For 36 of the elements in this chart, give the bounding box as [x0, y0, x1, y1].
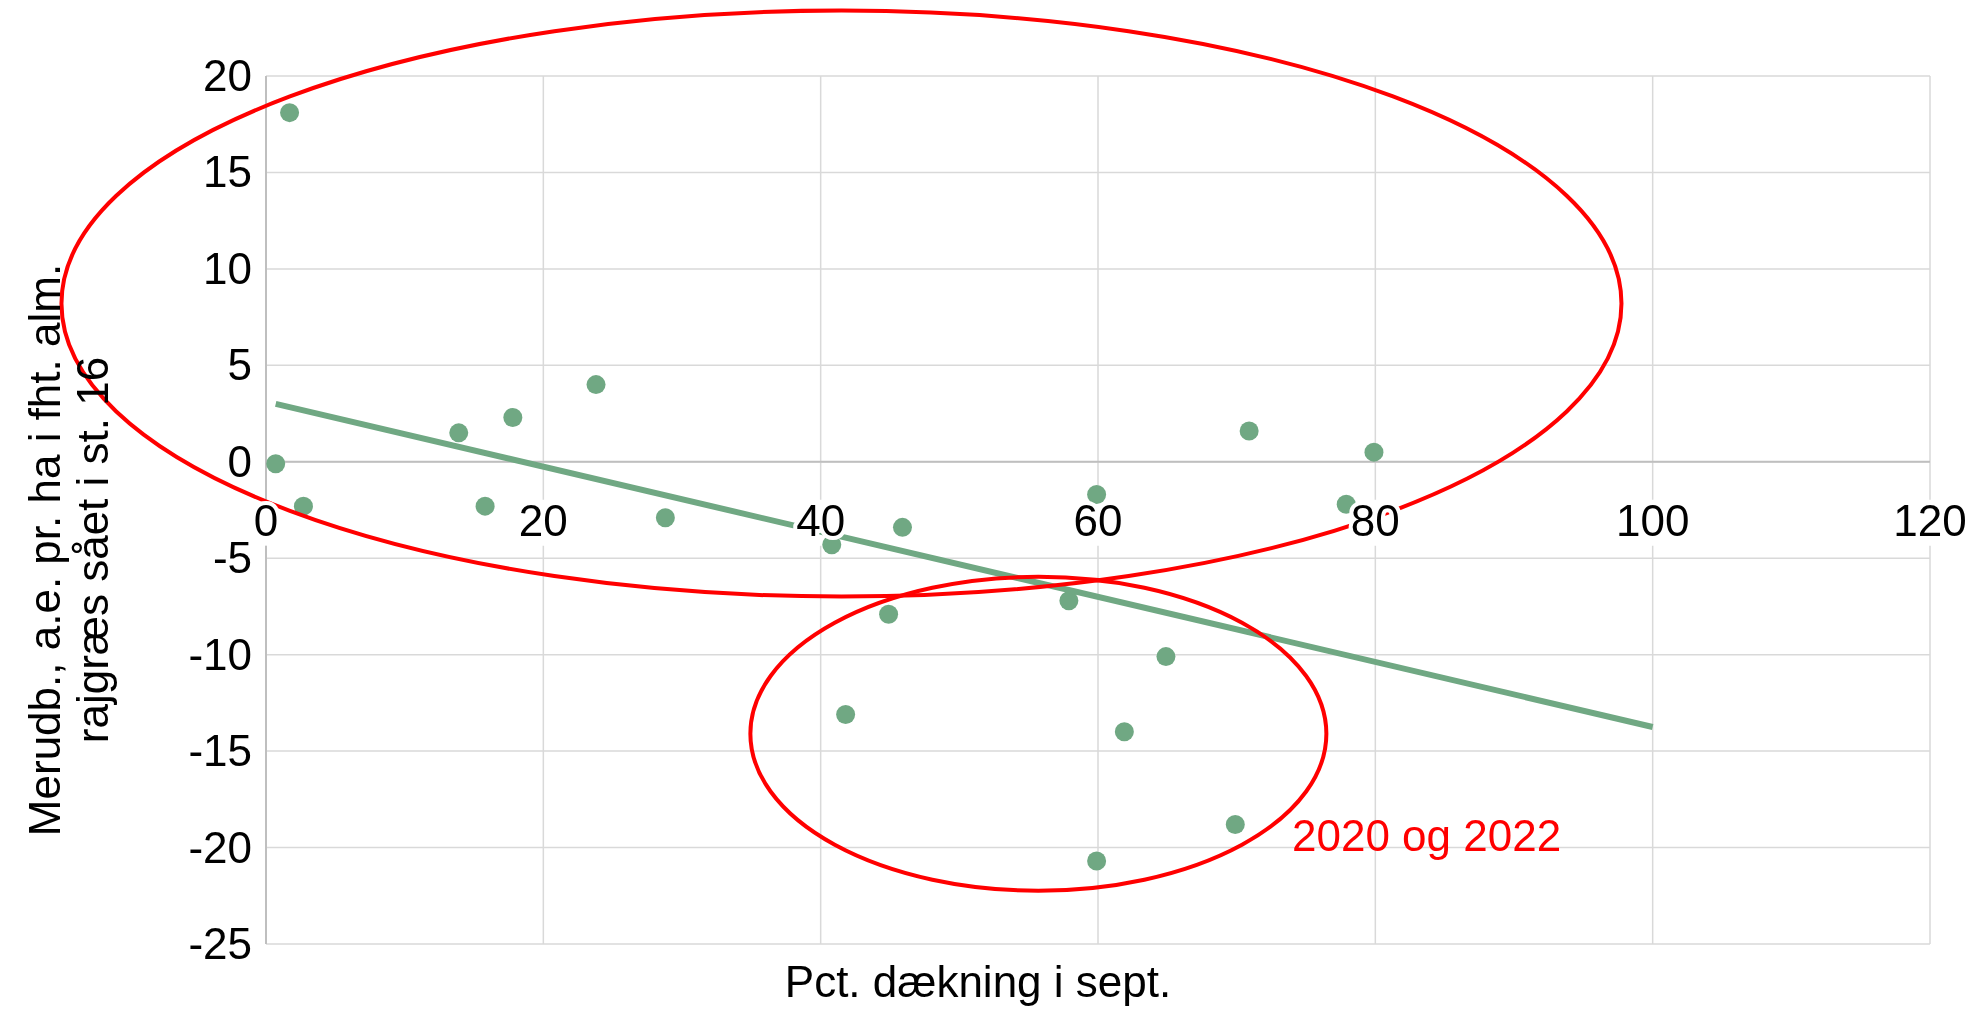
x-tick-label: 60	[1073, 495, 1123, 545]
y-tick-label: -5	[212, 533, 252, 583]
y-tick-label: 20	[203, 51, 252, 100]
point	[266, 454, 286, 474]
point	[1225, 814, 1245, 834]
point	[1087, 851, 1107, 871]
x-tick-label: 20	[518, 495, 568, 545]
x-axis-title: Pct. dækning i sept.	[784, 957, 1172, 1006]
x-tick-label: 120	[1893, 495, 1967, 545]
y-tick-label: -25	[188, 919, 252, 968]
y-tick-label: -15	[188, 726, 252, 776]
point	[1059, 591, 1079, 611]
y-tick-label: 15	[203, 147, 252, 197]
point	[1087, 485, 1107, 505]
y-tick-label: -10	[188, 629, 252, 679]
point	[879, 604, 899, 624]
y-tick-label: 5	[227, 340, 252, 390]
point	[475, 496, 495, 516]
point	[293, 496, 313, 516]
point	[836, 704, 856, 724]
point	[280, 103, 300, 123]
point	[1239, 421, 1259, 441]
point	[1156, 647, 1176, 667]
point	[586, 375, 606, 395]
point	[503, 407, 523, 427]
y-tick-label: 0	[227, 436, 252, 486]
point	[655, 508, 675, 528]
point	[449, 423, 469, 443]
point	[892, 517, 912, 537]
y-tick-label: -20	[188, 822, 252, 872]
y-tick-label: 10	[203, 243, 252, 293]
point	[1364, 442, 1384, 462]
y-axis-title: Merudb., a.e. pr. ha i fht. alm. rajgræs sået i st. 16	[20, 263, 117, 837]
point	[1114, 722, 1134, 742]
annotation: 2020 og 2022	[1292, 811, 1562, 860]
x-tick-label: 100	[1615, 495, 1690, 545]
